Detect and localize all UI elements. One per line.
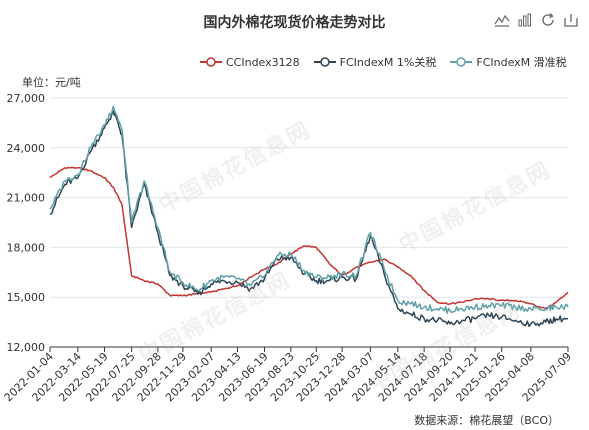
y-tick-label: 12,000 [7, 341, 46, 354]
restore-icon[interactable] [540, 12, 556, 28]
legend-item-fcindex-1pct[interactable]: FCIndexM 1%关税 [313, 54, 437, 70]
y-axis-unit-label: 单位：元/吨 [22, 76, 81, 89]
y-tick-label: 15,000 [7, 291, 46, 304]
legend-item-fcindex-sliding[interactable]: FCIndexM 滑准税 [450, 54, 567, 70]
legend-label: FCIndexM 滑准税 [476, 56, 567, 69]
chart-title: 国内外棉花现货价格走势对比 [203, 15, 386, 31]
save-image-icon[interactable] [563, 12, 579, 28]
y-tick-label: 24,000 [7, 142, 46, 155]
legend-line-marker-icon [450, 57, 473, 67]
series-line-1 [49, 166, 569, 310]
legend-line-marker-icon [200, 57, 222, 67]
chart-toolbox [494, 12, 579, 28]
legend-item-ccindex[interactable]: CCIndex3128 [200, 54, 300, 70]
y-tick-label: 21,000 [7, 192, 46, 205]
series-line-2 [49, 110, 569, 328]
series-line-3 [49, 105, 569, 314]
bar-view-icon[interactable] [517, 12, 533, 28]
legend-label: CCIndex3128 [226, 55, 300, 69]
legend-label: FCIndexM 1%关税 [339, 56, 437, 69]
line-view-icon[interactable] [494, 12, 510, 28]
y-tick-label: 18,000 [7, 241, 46, 254]
legend-line-marker-icon [313, 57, 336, 67]
y-tick-label: 27,000 [7, 92, 46, 105]
chart-legend: CCIndex3128 FCIndexM 1%关税 FCIndexM 滑准税 [200, 54, 567, 70]
data-source: 数据来源：棉花展望（BCO） [414, 414, 559, 427]
